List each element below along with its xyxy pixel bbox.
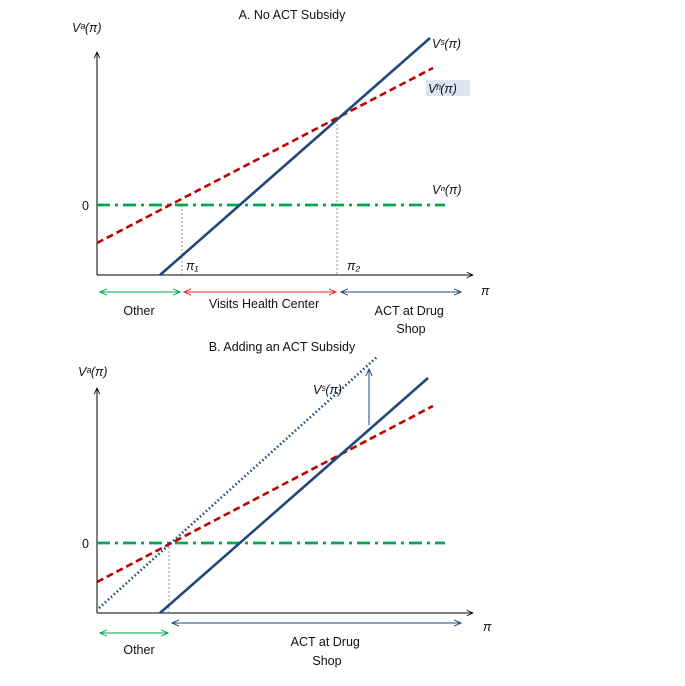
panel-b-zero-label: 0	[82, 537, 89, 551]
panel-a-other-region-label: Other	[123, 304, 154, 318]
panel-b-drug-shop-region-label: ACT at Drug Shop	[291, 635, 364, 668]
panel-a-pi2-label: π₂	[347, 259, 360, 273]
panel-a-y-axis-label: Vᵃ(π)	[72, 21, 102, 35]
panel-a: A. No ACT Subsidy Vᵃ(π) π 0 Vˢ(π) Vʰ(π) …	[72, 8, 490, 336]
panel-a-drug-shop-line	[159, 37, 431, 276]
panel-a-other-label: Vⁿ(π)	[432, 183, 462, 197]
panel-b-drug-shop-region-label-line1: ACT at Drug	[291, 635, 360, 649]
panel-b-subsidized-drug-shop-line	[98, 356, 378, 609]
panel-a-drug-shop-label: Vˢ(π)	[432, 37, 461, 51]
panel-b-health-center-line	[96, 404, 434, 584]
panel-b-drug-shop-region-label-line2: Shop	[312, 654, 341, 668]
panel-b: B. Adding an ACT Subsidy Vᵃ(π) π 0 Vˢ(π)…	[78, 340, 492, 668]
panel-a-title: A. No ACT Subsidy	[239, 8, 347, 22]
panel-b-title: B. Adding an ACT Subsidy	[209, 340, 356, 354]
panel-b-y-axis-label: Vᵃ(π)	[78, 365, 108, 379]
panel-b-x-axis-label: π	[483, 620, 492, 634]
panel-a-health-center-label: Vʰ(π)	[428, 82, 457, 96]
panel-a-zero-label: 0	[82, 199, 89, 213]
panel-b-other-region-label: Other	[123, 643, 154, 657]
panel-a-drug-shop-region-label: ACT at Drug Shop	[375, 304, 448, 336]
panel-a-health-center-region-label: Visits Health Center	[209, 297, 319, 311]
panel-a-drug-shop-region-label-line2: Shop	[396, 322, 425, 336]
panel-a-health-center-label-box	[426, 80, 470, 96]
panel-a-pi1-label: π₁	[186, 259, 198, 273]
panel-a-drug-shop-region-label-line1: ACT at Drug	[375, 304, 444, 318]
panel-a-health-center-line	[96, 66, 434, 245]
panel-a-x-axis-label: π	[481, 284, 490, 298]
panel-b-drug-shop-line	[159, 377, 429, 614]
panel-b-subsidized-drug-shop-label: Vˢ(π)	[313, 383, 342, 397]
